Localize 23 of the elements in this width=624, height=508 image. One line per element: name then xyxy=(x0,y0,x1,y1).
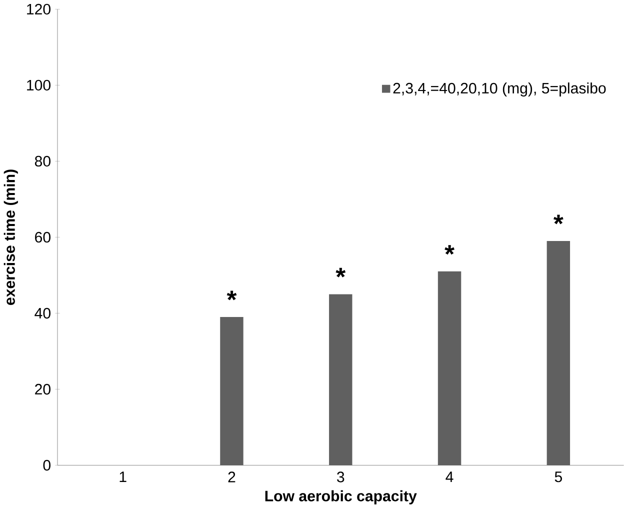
y-axis-title: exercise time (min) xyxy=(4,170,18,305)
x-tick-label: 5 xyxy=(554,472,562,482)
y-tick-label: 40 xyxy=(34,308,50,318)
x-tick-label: 2 xyxy=(228,472,236,482)
y-tick-label: 100 xyxy=(27,80,50,90)
legend-label: 2,3,4,=40,20,10 (mg), 5=plasibo xyxy=(393,82,606,96)
bar xyxy=(546,240,570,466)
y-tick-label: 80 xyxy=(34,156,50,166)
bar xyxy=(220,316,244,466)
annotation: * xyxy=(444,245,454,255)
bar xyxy=(329,294,352,466)
y-tick-label: 60 xyxy=(35,232,50,242)
x-tick-label: 4 xyxy=(446,472,454,482)
x-tick-label: 3 xyxy=(337,472,344,482)
x-axis-title: Low aerobic capacity xyxy=(265,490,417,504)
y-tick-label: 120 xyxy=(27,4,50,14)
annotation: * xyxy=(336,268,346,278)
annotation: * xyxy=(226,290,237,300)
x-tick-label: 1 xyxy=(120,472,126,482)
bar xyxy=(438,271,462,466)
y-tick-label: 20 xyxy=(35,384,50,394)
annotation: * xyxy=(554,214,564,224)
y-tick-label: 0 xyxy=(43,460,50,470)
